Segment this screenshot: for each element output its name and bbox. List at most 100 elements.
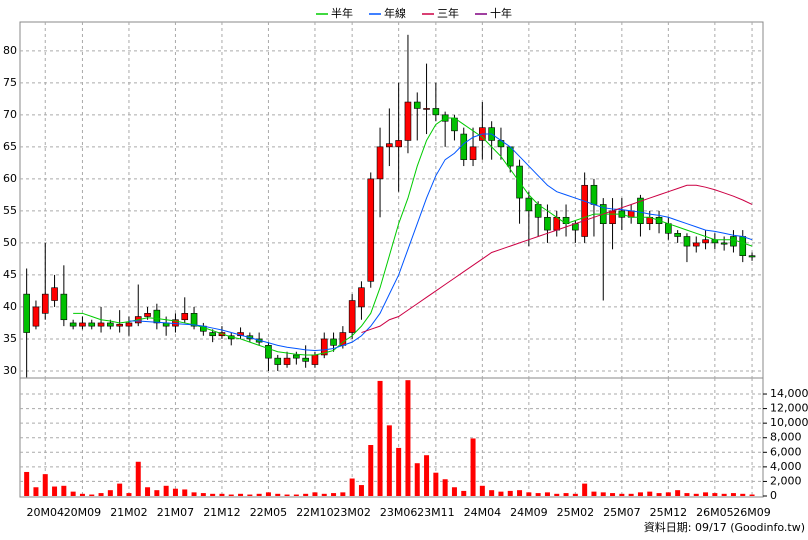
y2-tick-label: 0 — [770, 489, 777, 502]
volume-bar — [489, 490, 495, 496]
y2-tick-label: 12,000 — [770, 402, 808, 415]
volume-bar — [554, 493, 560, 496]
volume-bar — [107, 490, 113, 496]
volume-bar — [693, 493, 699, 496]
candle-body — [320, 338, 328, 356]
candle-body — [404, 101, 412, 141]
x-tick-label: 23M02 — [333, 506, 371, 519]
candle-body — [739, 236, 747, 257]
volume-bar — [479, 485, 485, 496]
volume-bar — [442, 479, 448, 496]
candle-body — [525, 197, 533, 212]
volume-bar — [563, 493, 569, 496]
volume-bar — [238, 493, 244, 496]
x-tick-label: 23M11 — [417, 506, 455, 519]
x-tick-label: 20M04 — [27, 506, 65, 519]
x-tick-label: 26M09 — [733, 506, 771, 519]
x-tick-label: 24M09 — [510, 506, 548, 519]
candle-body — [395, 140, 402, 148]
candle-body — [423, 108, 430, 110]
y-tick-label: 50 — [3, 236, 17, 249]
candle-body — [469, 146, 477, 160]
candle-body — [274, 357, 282, 365]
x-tick-label: 20M09 — [64, 506, 102, 519]
volume-bar — [200, 493, 206, 496]
x-tick-label: 26M05 — [696, 506, 734, 519]
candle-body — [692, 242, 700, 247]
candle-body — [88, 322, 96, 327]
candle-body — [107, 322, 114, 327]
candle-body — [97, 322, 105, 327]
volume-bar — [451, 487, 457, 496]
volume-bar — [321, 493, 327, 496]
volume-bar — [135, 461, 141, 496]
volume-bar — [210, 493, 216, 496]
x-tick-label: 21M12 — [203, 506, 241, 519]
y-tick-label: 55 — [3, 204, 17, 217]
candle-body — [413, 101, 421, 109]
candle-body — [51, 287, 58, 301]
legend-label: 年線 — [384, 6, 406, 20]
volume-bar — [219, 493, 225, 496]
x-tick-label: 22M10 — [296, 506, 334, 519]
volume-bar — [591, 491, 597, 496]
volume-bar — [461, 490, 467, 496]
candle-body — [41, 293, 49, 314]
volume-bar — [265, 492, 271, 496]
candle-body — [730, 236, 737, 247]
volume-bar — [628, 493, 634, 496]
volume-bar — [396, 447, 402, 496]
x-tick-label: 25M12 — [650, 506, 688, 519]
candle-body — [609, 210, 616, 224]
volume-bar — [154, 490, 160, 496]
candle-body — [348, 300, 356, 333]
volume-bar — [61, 485, 67, 496]
volume-bar — [712, 493, 718, 496]
volume-bar — [191, 492, 197, 496]
candle-body — [293, 354, 300, 359]
y2-tick-label: 6,000 — [770, 445, 802, 458]
candle-body — [125, 322, 133, 327]
candle-body — [702, 239, 709, 244]
volume-bar — [572, 493, 578, 496]
volume-bar — [749, 494, 755, 496]
volume-bar — [721, 493, 727, 496]
volume-bar — [470, 438, 476, 496]
volume-bar — [386, 425, 392, 496]
volume-bar — [24, 471, 30, 496]
candle-body — [460, 133, 468, 160]
x-tick-label: 24M04 — [464, 506, 502, 519]
volume-bar — [163, 485, 169, 496]
candle-body — [665, 223, 672, 234]
candle-body — [79, 322, 86, 327]
candle-body — [386, 143, 393, 148]
x-tick-label: 25M02 — [557, 506, 595, 519]
volume-bar — [331, 493, 337, 496]
volume-bar — [182, 489, 188, 496]
candle-body — [153, 309, 161, 324]
volume-bar — [703, 492, 709, 496]
y-tick-label: 45 — [3, 268, 17, 281]
ma-line — [128, 133, 753, 351]
volume-bar — [70, 491, 76, 496]
candle-body — [181, 313, 189, 321]
x-tick-label: 25M07 — [603, 506, 641, 519]
volume-bar — [665, 492, 671, 496]
volume-bar — [414, 463, 420, 496]
volume-bar — [684, 493, 690, 496]
candle-body — [60, 293, 68, 321]
candle-body — [32, 306, 40, 327]
volume-bar — [535, 493, 541, 496]
volume-bar — [247, 494, 253, 496]
y-tick-label: 35 — [3, 332, 17, 345]
volume-bar — [507, 490, 513, 496]
volume-bar — [52, 486, 58, 496]
candle-body — [69, 322, 77, 327]
candle-body — [23, 293, 30, 333]
ma-line — [73, 117, 753, 356]
x-tick-label: 21M02 — [110, 506, 148, 519]
candle-body — [302, 357, 309, 362]
volume-bar — [619, 493, 625, 496]
x-tick-label: 23M06 — [380, 506, 418, 519]
